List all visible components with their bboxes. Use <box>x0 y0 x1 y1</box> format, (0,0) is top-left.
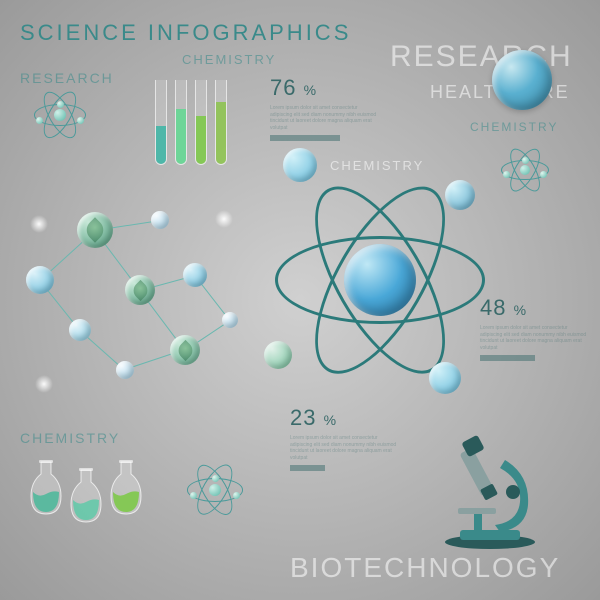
watermark-4: CHEMISTRY <box>470 120 558 134</box>
stat-desc: Lorem ipsum dolor sit amet consectetur a… <box>290 435 400 461</box>
mini-atom <box>501 146 549 194</box>
tiny-atom-1 <box>34 89 86 141</box>
watermark-0: RESEARCH <box>20 70 114 86</box>
test-tube-2 <box>195 80 207 165</box>
stat-desc: Lorem ipsum dolor sit amet consectetur a… <box>480 325 590 351</box>
test-tube-0 <box>155 80 167 165</box>
stat-bar <box>270 135 340 141</box>
page-title: SCIENCE INFOGRAPHICS <box>20 20 351 46</box>
stat-bar <box>480 355 535 361</box>
watermark-1: CHEMISTRY <box>182 52 276 67</box>
stat-value: 23 % <box>290 405 400 431</box>
stat-bar <box>290 465 325 471</box>
watermark-6: CHEMISTRY <box>20 430 120 446</box>
tiny-atom-2 <box>187 462 243 518</box>
stat-0: 76 % Lorem ipsum dolor sit amet consectet… <box>270 75 380 141</box>
atom-model <box>275 175 485 385</box>
stat-value: 76 % <box>270 75 380 101</box>
test-tube-3 <box>215 80 227 165</box>
flask-0 <box>25 460 67 518</box>
watermark-5: CHEMISTRY <box>330 158 424 173</box>
test-tube-1 <box>175 80 187 165</box>
stat-desc: Lorem ipsum dolor sit amet consectetur a… <box>270 105 380 131</box>
watermark-7: BIOTECHNOLOGY <box>290 552 560 584</box>
stat-value: 48 % <box>480 295 590 321</box>
stat-2: 23 % Lorem ipsum dolor sit amet consectet… <box>290 405 400 471</box>
glass-sphere <box>492 50 552 110</box>
molecule-structure <box>20 200 250 400</box>
microscope-icon <box>440 430 550 550</box>
flask-2 <box>105 460 147 518</box>
stat-1: 48 % Lorem ipsum dolor sit amet consectet… <box>480 295 590 361</box>
flask-1 <box>65 468 107 526</box>
